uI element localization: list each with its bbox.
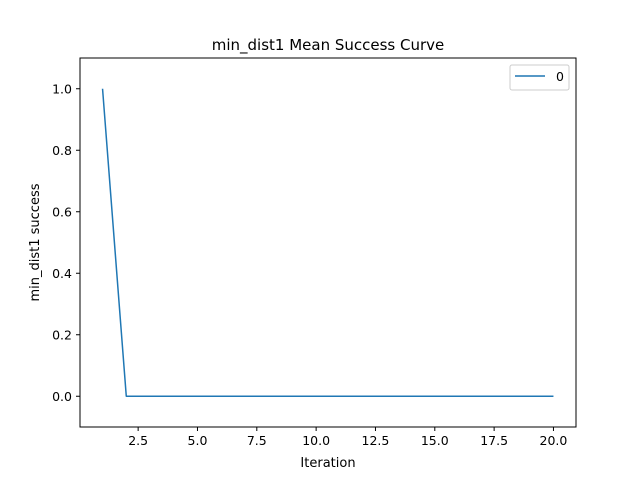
y-tick-label: 0.8 <box>52 143 72 158</box>
y-tick-label: 0.6 <box>52 204 72 219</box>
legend-box <box>509 64 570 91</box>
y-ticks: 0.0 0.2 0.4 0.6 0.8 1.0 <box>52 81 80 404</box>
plot-frame <box>79 57 577 428</box>
chart-title: min_dist1 Mean Success Curve <box>212 36 445 55</box>
y-tick-label: 0.0 <box>52 389 72 404</box>
y-axis-label: min_dist1 success <box>28 183 43 301</box>
x-tick-label: 12.5 <box>362 433 390 448</box>
y-tick-label: 1.0 <box>52 81 72 96</box>
series-line-0 <box>101 88 554 397</box>
y-tick-label: 0.2 <box>52 327 72 342</box>
x-tick-label: 10.0 <box>302 433 330 448</box>
legend-label: 0 <box>556 69 564 84</box>
x-tick-label: 20.0 <box>540 433 568 448</box>
x-tick-label: 17.5 <box>480 433 508 448</box>
x-axis-label: Iteration <box>300 456 355 471</box>
y-tick-label: 0.4 <box>52 266 72 281</box>
x-tick-label: 5.0 <box>188 433 208 448</box>
x-ticks: 2.5 5.0 7.5 10.0 12.5 15.0 17.5 20.0 <box>128 427 567 448</box>
legend: 0 <box>509 64 570 91</box>
series-layer <box>101 88 554 397</box>
x-tick-label: 15.0 <box>421 433 449 448</box>
x-tick-label: 2.5 <box>128 433 148 448</box>
x-tick-label: 7.5 <box>247 433 267 448</box>
plot-area <box>80 58 576 427</box>
